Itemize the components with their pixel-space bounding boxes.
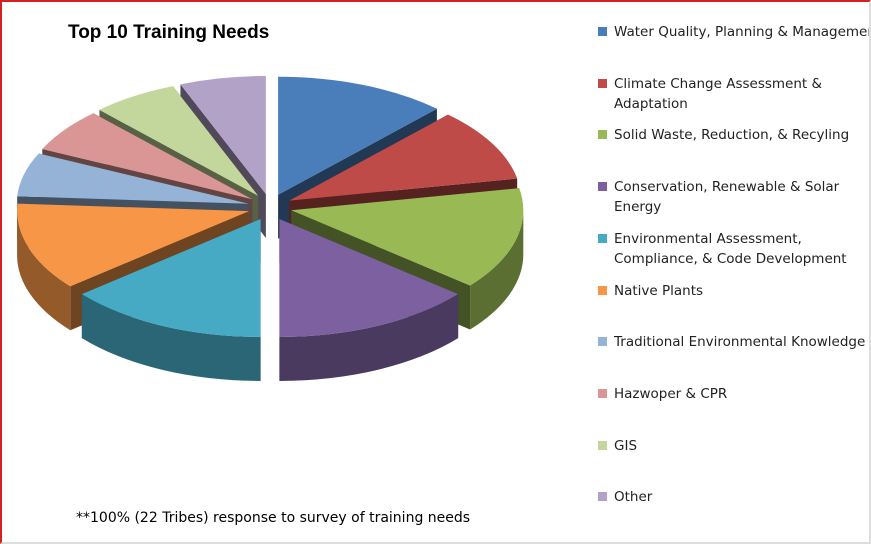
slice [81, 218, 261, 337]
legend-label: Climate Change Assessment & Adaptation [614, 75, 823, 112]
legend-swatch [598, 182, 607, 192]
legend-swatch [598, 78, 607, 88]
legend-label: Traditional Environmental Knowledge [614, 334, 866, 351]
legend-item: Environmental Assessment, Compliance, & … [598, 229, 869, 269]
legend-label: Hazwoper & CPR [614, 385, 728, 402]
slice-side [279, 294, 459, 381]
legend-swatch [598, 130, 607, 140]
legend-swatch [598, 440, 607, 450]
legend-swatch [598, 492, 607, 502]
chart-title: Top 10 Training Needs [68, 22, 270, 43]
legend-label: Environmental Assessment, Compliance, & … [614, 230, 847, 267]
slice [17, 203, 250, 287]
legend-label: Water Quality, Planning & Management [614, 24, 871, 40]
legend-item: Traditional Environmental Knowledge [598, 332, 869, 352]
slice [99, 86, 259, 196]
slice [279, 218, 459, 337]
legend-item: Conservation, Renewable & Solar Energy [598, 177, 869, 217]
legend-label: Conservation, Renewable & Solar Energy [614, 179, 840, 216]
slice [42, 113, 253, 200]
legend-label: Native Plants [614, 282, 704, 299]
slice-side [81, 294, 261, 381]
legend-swatch [598, 233, 607, 243]
pie-area [17, 76, 524, 381]
legend-item: Climate Change Assessment & Adaptation [598, 74, 869, 114]
slice [291, 188, 524, 286]
legend-label: Other [614, 489, 653, 506]
legend-swatch [598, 388, 607, 398]
legend-label: GIS [614, 437, 638, 454]
slice [17, 153, 249, 204]
legend-item: Water Quality, Planning & Management [598, 22, 871, 42]
slice-side [470, 210, 524, 330]
slice [289, 114, 518, 201]
legend-swatch [598, 27, 607, 36]
slice [278, 76, 437, 195]
slice-side [17, 211, 71, 331]
legend-swatch [598, 285, 607, 295]
legend-item: Native Plants [598, 281, 869, 301]
slice [180, 76, 266, 195]
legend-swatch [598, 337, 607, 347]
legend-item: GIS [598, 436, 869, 456]
legend-label: Solid Waste, Reduction, & Recyling [614, 127, 850, 144]
legend-item: Other [598, 487, 869, 507]
legend-item: Hazwoper & CPR [598, 384, 869, 404]
legend-item: Solid Waste, Reduction, & Recyling [598, 125, 869, 145]
annotation: **100% (22 Tribes) response to survey of… [76, 510, 471, 526]
